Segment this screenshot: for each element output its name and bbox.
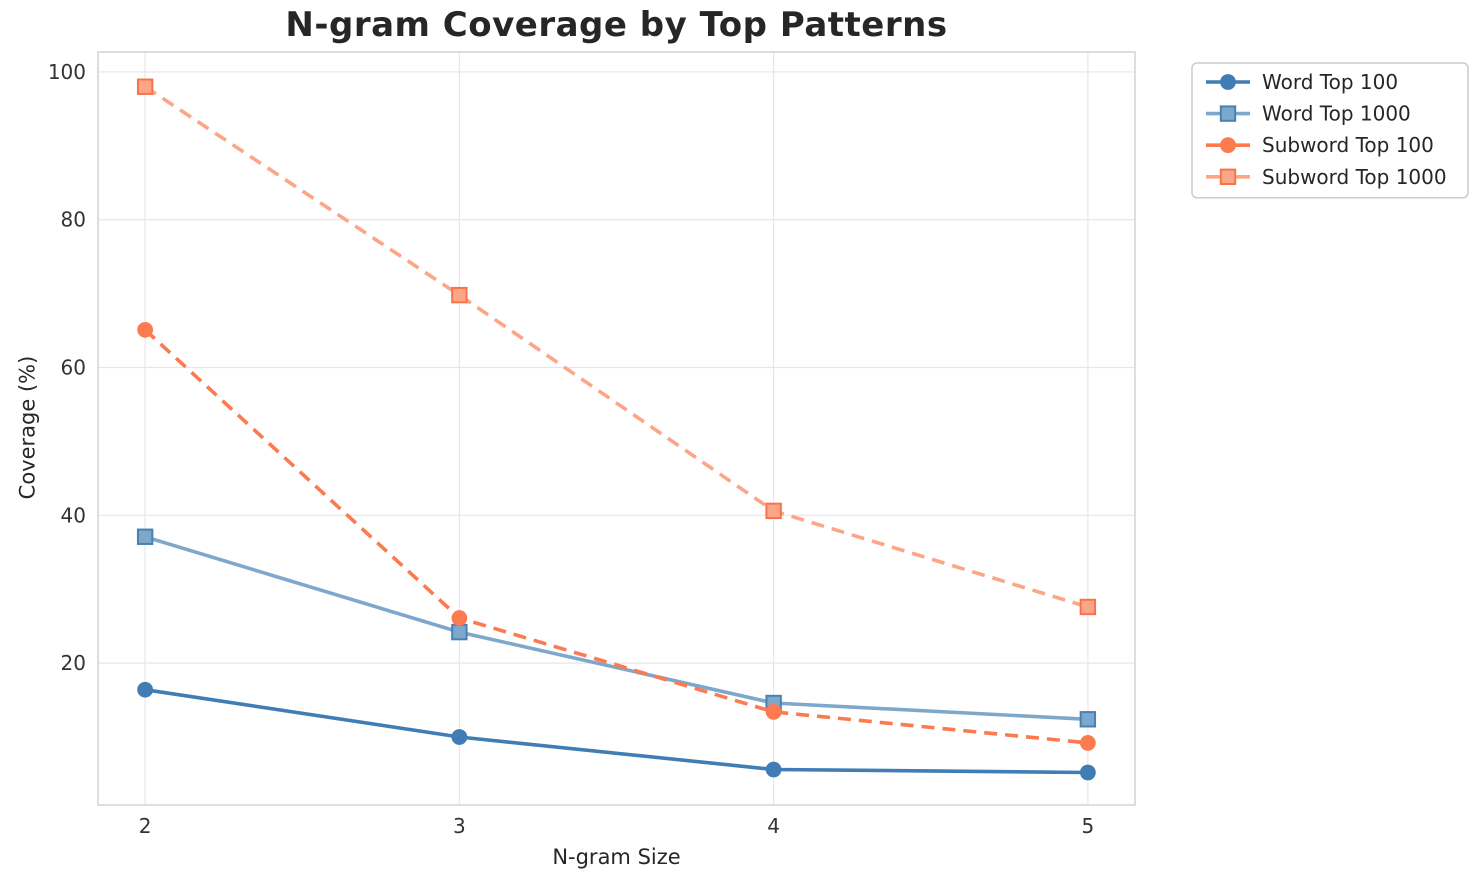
y-tick-label: 80 bbox=[61, 208, 86, 232]
series-subword-top-100 bbox=[137, 321, 1096, 751]
y-axis-label: Coverage (%) bbox=[15, 355, 40, 500]
marker-square bbox=[451, 286, 468, 304]
marker-square bbox=[765, 502, 782, 520]
grid bbox=[98, 52, 1135, 805]
series-word-top-100 bbox=[137, 681, 1096, 781]
legend-item-word-top-1000: Word Top 1000 bbox=[1206, 102, 1411, 126]
legend-marker-circle bbox=[1220, 74, 1236, 90]
x-tick-label: 5 bbox=[1081, 814, 1094, 838]
legend-marker-square bbox=[1219, 168, 1237, 186]
marker-circle bbox=[137, 321, 154, 338]
y-tick-label: 100 bbox=[48, 60, 86, 84]
series-subword-top-1000 bbox=[136, 78, 1097, 616]
legend-label: Word Top 1000 bbox=[1262, 102, 1411, 126]
marker-circle bbox=[765, 761, 782, 778]
tick-labels: 2 3 4 5 20 40 60 80 100 bbox=[48, 60, 1094, 838]
series-word-top-1000 bbox=[136, 528, 1097, 728]
marker-square bbox=[451, 623, 468, 641]
marker-square bbox=[1079, 598, 1097, 616]
marker-square bbox=[136, 78, 154, 95]
series-line bbox=[144, 687, 1088, 775]
series-line bbox=[144, 85, 1089, 609]
x-tick-label: 4 bbox=[767, 814, 780, 838]
legend-item-subword-top-1000: Subword Top 1000 bbox=[1206, 165, 1447, 189]
y-tick-label: 60 bbox=[61, 356, 86, 380]
plot-border bbox=[97, 51, 1136, 806]
marker-circle bbox=[451, 610, 468, 626]
marker-circle bbox=[765, 703, 782, 720]
legend-box bbox=[1191, 62, 1469, 199]
legend-marker-circle bbox=[1220, 137, 1236, 154]
y-tick-label: 20 bbox=[61, 651, 86, 675]
legend-item-word-top-100: Word Top 100 bbox=[1206, 70, 1398, 94]
legend-marker-square bbox=[1219, 105, 1237, 122]
marker-square bbox=[1079, 711, 1097, 728]
series-line bbox=[143, 328, 1089, 745]
marker-circle bbox=[137, 681, 154, 698]
x-axis-label: N-gram Size bbox=[552, 845, 681, 869]
legend: Word Top 100 Word Top 1000 Subword Top 100… bbox=[1191, 62, 1469, 199]
y-tick-label: 40 bbox=[61, 503, 86, 527]
marker-circle bbox=[1079, 735, 1096, 751]
x-tick-label: 2 bbox=[139, 814, 152, 838]
marker-circle bbox=[451, 729, 468, 745]
legend-label: Word Top 100 bbox=[1262, 70, 1398, 94]
marker-circle bbox=[1079, 764, 1096, 781]
series-line bbox=[144, 535, 1088, 722]
legend-label: Subword Top 1000 bbox=[1262, 165, 1447, 189]
legend-item-subword-top-100: Subword Top 100 bbox=[1206, 133, 1434, 157]
marker-square bbox=[136, 528, 154, 545]
legend-label: Subword Top 100 bbox=[1262, 133, 1434, 157]
x-tick-label: 3 bbox=[453, 814, 466, 838]
chart-title: N-gram Coverage by Top Patterns bbox=[285, 5, 948, 45]
